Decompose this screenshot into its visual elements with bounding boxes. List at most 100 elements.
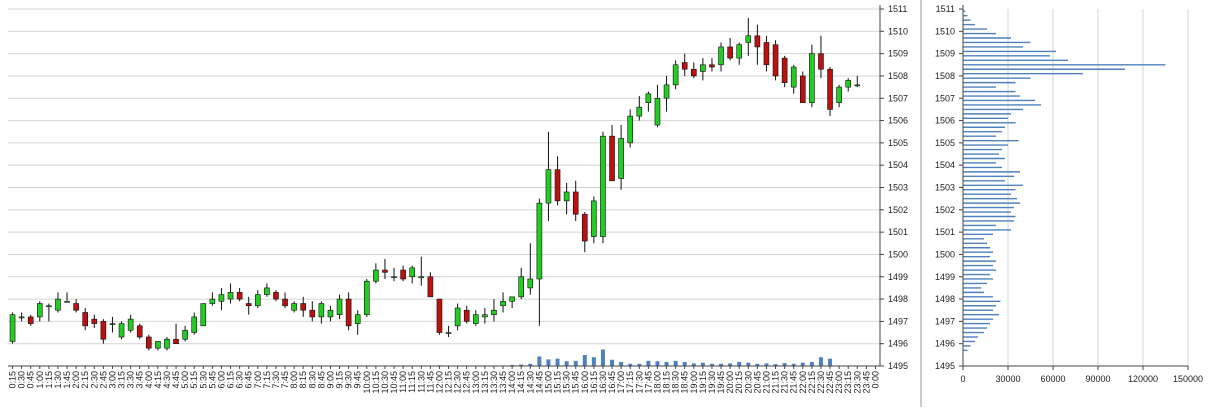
volume-bar — [583, 355, 587, 366]
volume-bar — [619, 362, 623, 366]
candle-body — [446, 333, 451, 334]
candle-body — [809, 54, 814, 103]
y-tick-label: 1503 — [888, 183, 908, 193]
candle-body — [582, 214, 587, 241]
y-tick-label: 1508 — [888, 71, 908, 81]
y-tick-label: 1497 — [935, 316, 955, 326]
candle-body — [419, 277, 424, 278]
candle-body — [728, 47, 733, 58]
y-tick-label: 1511 — [936, 4, 955, 14]
candle-body — [455, 308, 460, 326]
y-tick-label: 1501 — [935, 227, 955, 237]
candle-body — [791, 67, 796, 87]
candle-body — [210, 299, 215, 303]
x-tick-label: 120000 — [1128, 374, 1158, 384]
candle-body — [600, 136, 605, 236]
candle-body — [655, 98, 660, 125]
candle-body — [482, 315, 487, 317]
profile-bars — [963, 11, 1166, 350]
main-y-axis: 1495149614971498149915001501150215031504… — [880, 4, 908, 371]
candle-body — [646, 94, 651, 103]
y-tick-label: 1498 — [935, 294, 955, 304]
y-tick-label: 1510 — [888, 26, 908, 36]
candle-body — [628, 116, 633, 143]
volume-bar — [655, 361, 659, 366]
candle-body — [537, 203, 542, 279]
candle-body — [773, 45, 778, 76]
candle-body — [591, 201, 596, 237]
y-tick-label: 1506 — [935, 116, 955, 126]
candle-body — [10, 315, 15, 342]
candle-body — [183, 330, 188, 339]
y-tick-label: 1498 — [888, 294, 908, 304]
candle-body — [55, 299, 60, 310]
volume-bar — [646, 361, 650, 366]
volume-bar — [556, 359, 560, 366]
candle-body — [401, 270, 406, 279]
volume-bar — [737, 362, 741, 366]
y-tick-label: 1499 — [935, 272, 955, 282]
y-tick-label: 1509 — [888, 49, 908, 59]
candle-body — [364, 281, 369, 314]
candle-body — [292, 304, 297, 311]
candle-body — [337, 299, 342, 315]
x-tick-label: 60000 — [1040, 374, 1065, 384]
candle-body — [382, 270, 387, 272]
y-tick-label: 1504 — [888, 160, 908, 170]
candle-body — [92, 319, 97, 323]
candle-body — [691, 69, 696, 76]
candle-body — [682, 63, 687, 70]
candle-body — [637, 107, 642, 116]
y-tick-label: 1496 — [888, 339, 908, 349]
candle-body — [855, 85, 860, 86]
candle-body — [237, 292, 242, 299]
volume-bar — [674, 361, 678, 366]
candle-body — [228, 292, 233, 299]
candle-body — [501, 301, 506, 305]
candle-body — [519, 277, 524, 297]
candle-body — [28, 317, 33, 324]
candle-body — [846, 80, 851, 87]
candle-body — [373, 270, 378, 281]
candle-body — [155, 341, 160, 348]
candle-body — [510, 297, 515, 301]
candle-body — [219, 295, 224, 302]
y-tick-label: 1505 — [888, 138, 908, 148]
candle-body — [264, 288, 269, 295]
candle-body — [110, 324, 115, 325]
candle-body — [764, 42, 769, 64]
volume-bar — [592, 357, 596, 366]
y-tick-label: 1500 — [935, 249, 955, 259]
candle-body — [310, 310, 315, 317]
x-tick-label: 90000 — [1085, 374, 1110, 384]
candle-body — [700, 65, 705, 72]
candle-body — [610, 136, 615, 181]
volume-bar — [665, 362, 669, 366]
y-tick-label: 1500 — [888, 249, 908, 259]
y-tick-label: 1504 — [935, 160, 955, 170]
candle-body — [283, 299, 288, 306]
x-tick-label: 0 — [960, 374, 965, 384]
candle-body — [664, 85, 669, 98]
candle-body — [410, 268, 415, 277]
y-tick-label: 1501 — [888, 227, 908, 237]
volume-bar — [819, 357, 823, 366]
profile-grid — [921, 0, 1188, 407]
candle-body — [464, 310, 469, 321]
y-tick-label: 1510 — [935, 26, 955, 36]
candle-body — [164, 339, 169, 348]
candle-body — [128, 319, 133, 330]
candle-body — [437, 299, 442, 332]
y-tick-label: 1505 — [935, 138, 955, 148]
volume-bar — [546, 359, 550, 366]
y-tick-label: 1503 — [935, 183, 955, 193]
y-tick-label: 1507 — [888, 93, 908, 103]
y-tick-label: 1509 — [935, 49, 955, 59]
candle-body — [65, 301, 70, 302]
candle-body — [137, 326, 142, 337]
y-tick-label: 1495 — [888, 361, 908, 371]
candle-body — [119, 324, 124, 337]
